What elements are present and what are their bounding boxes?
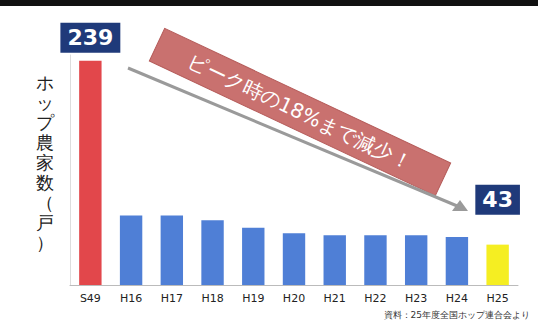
svg-text:）: ） [36,232,54,253]
svg-text:ッ: ッ [36,92,54,113]
svg-text:H21: H21 [324,292,346,305]
svg-text:農: 農 [36,132,54,153]
svg-text:戸: 戸 [36,212,54,233]
svg-text:H22: H22 [364,292,386,305]
svg-text:H20: H20 [283,292,305,305]
svg-text:239: 239 [67,25,113,50]
svg-text:ピーク時の18%まで減少！: ピーク時の18%まで減少！ [184,49,415,175]
svg-text:資料：25年度全国ホップ連合会より: 資料：25年度全国ホップ連合会より [384,310,530,320]
svg-text:家: 家 [36,152,54,173]
svg-text:H16: H16 [120,292,142,305]
svg-text:（: （ [36,192,54,213]
svg-text:ホ: ホ [36,72,54,93]
svg-text:プ: プ [36,112,55,133]
svg-text:H19: H19 [242,292,264,305]
svg-text:43: 43 [482,187,513,212]
svg-text:S49: S49 [80,292,101,305]
svg-text:H17: H17 [161,292,183,305]
svg-text:H18: H18 [201,292,223,305]
svg-text:H23: H23 [405,292,427,305]
svg-text:H24: H24 [446,292,468,305]
svg-text:H25: H25 [486,292,508,305]
svg-text:数: 数 [36,172,54,193]
